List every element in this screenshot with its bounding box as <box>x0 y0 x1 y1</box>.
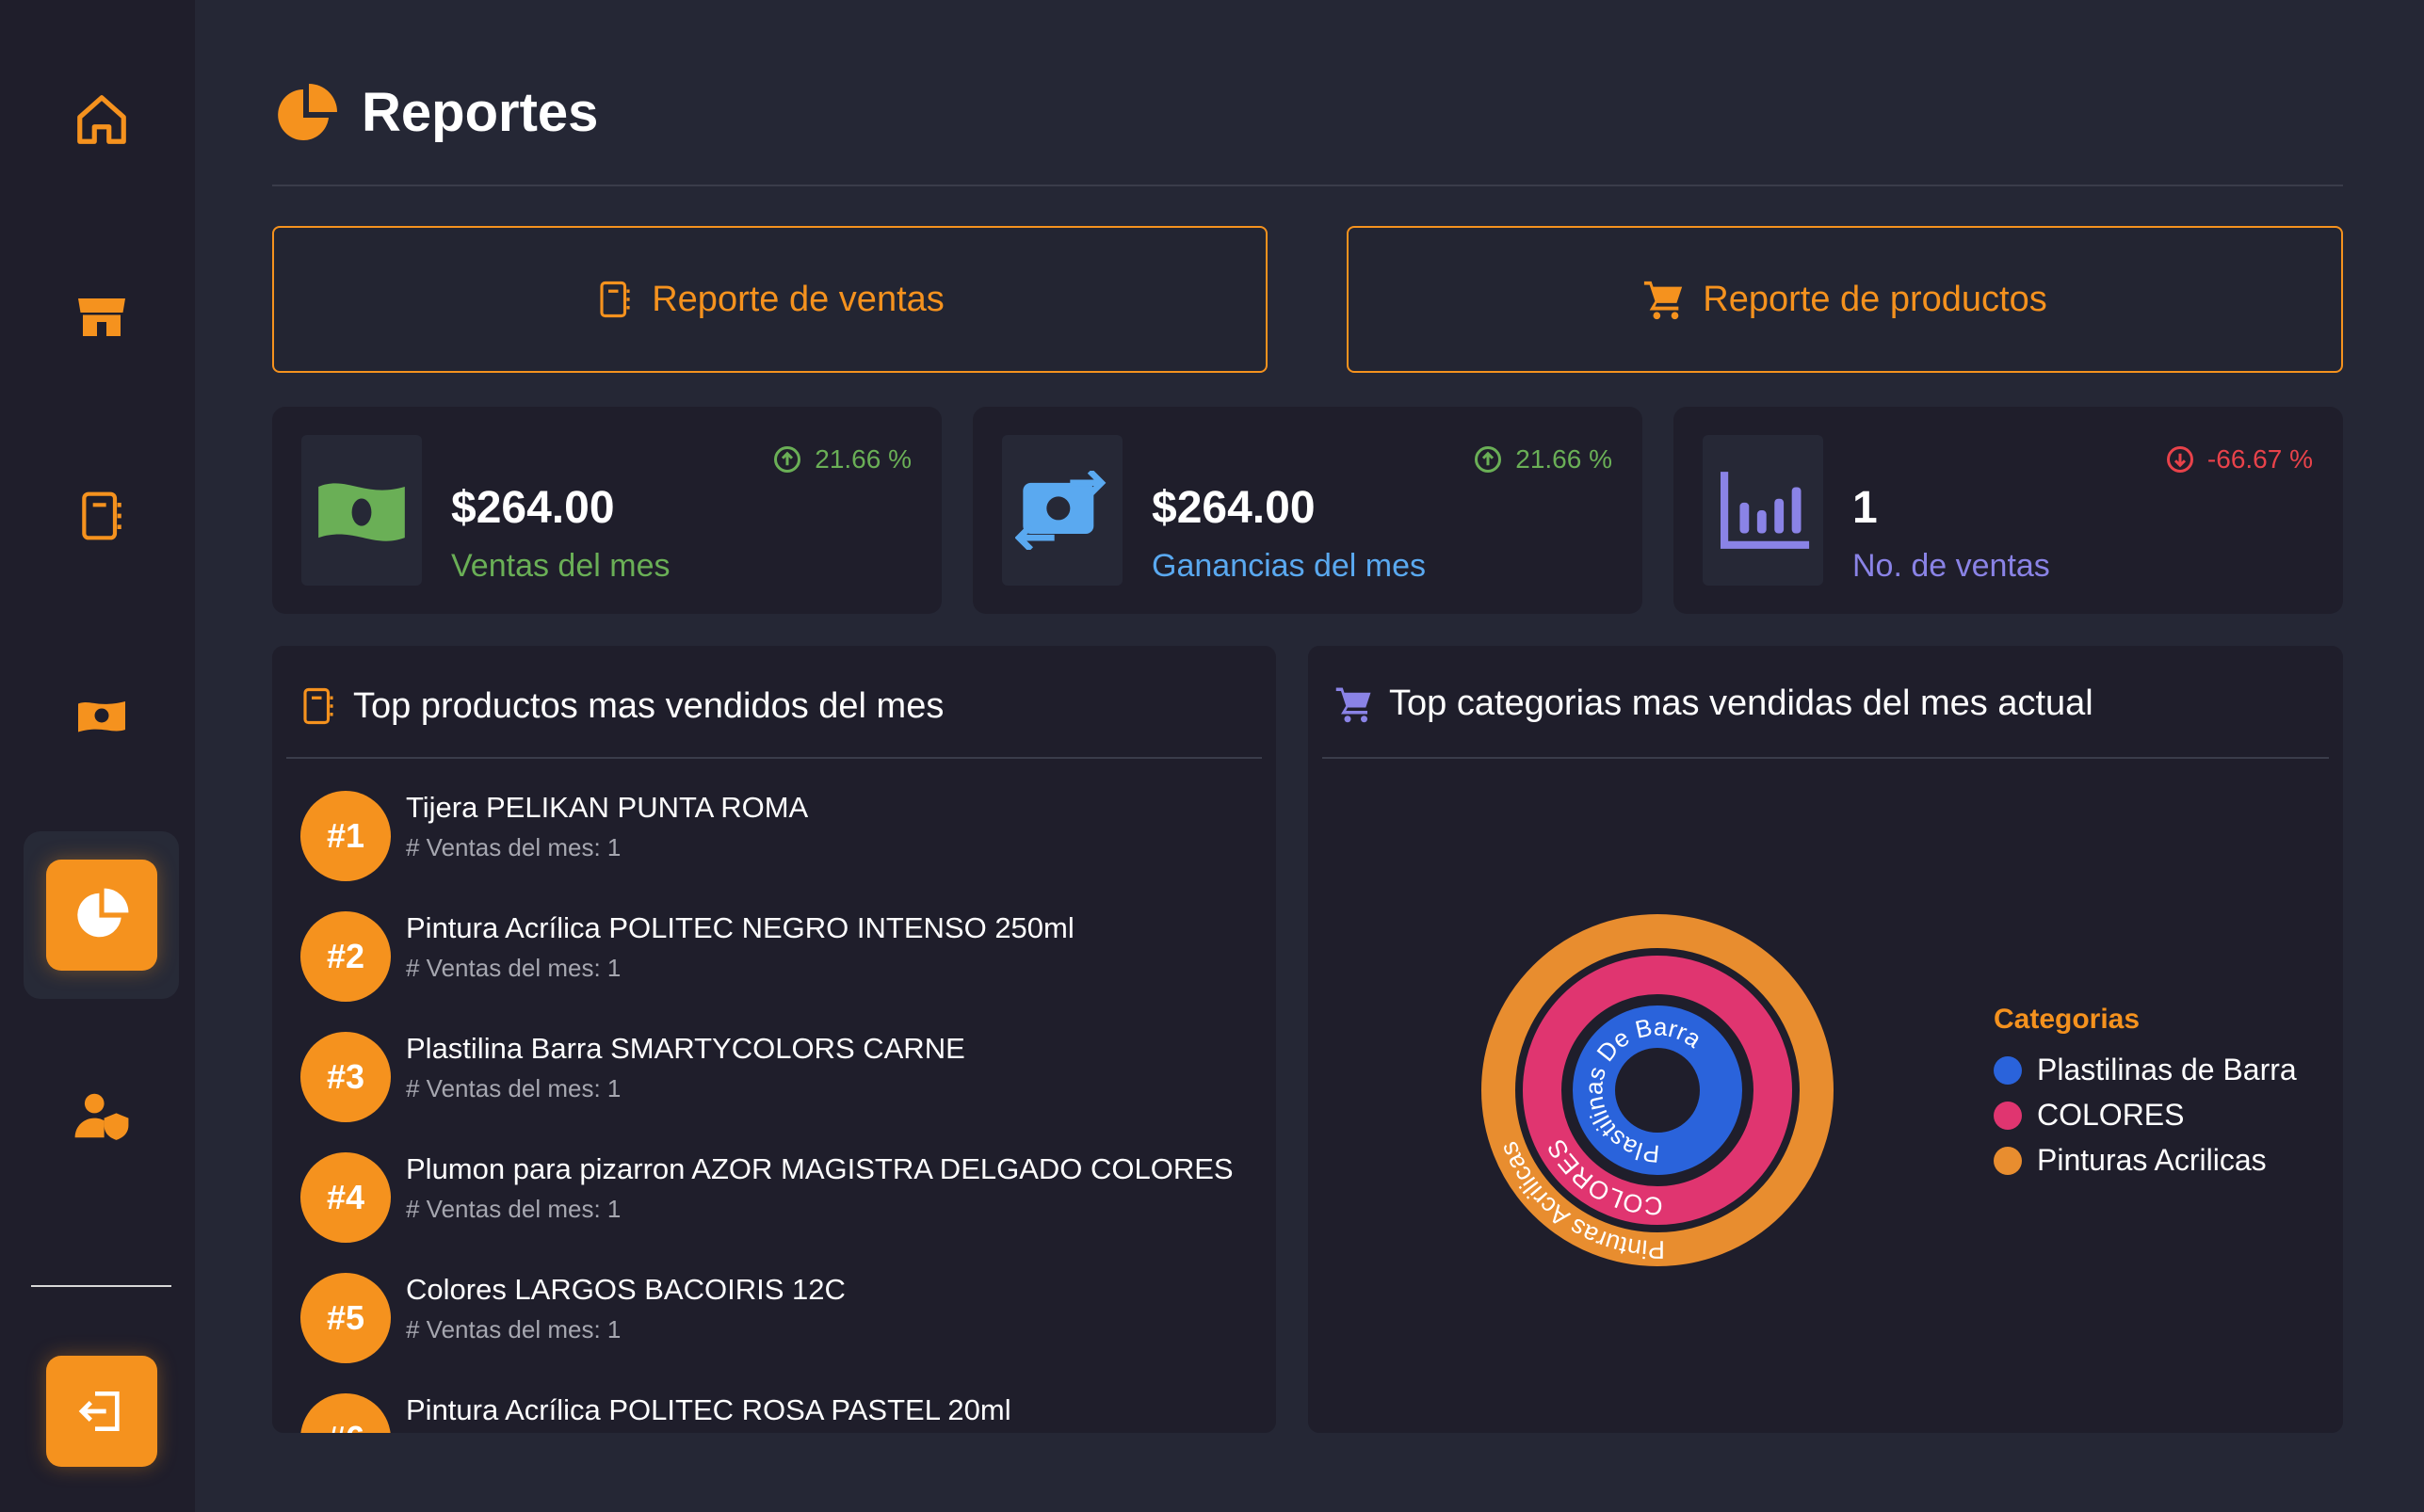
sidebar-item-store[interactable] <box>55 280 149 355</box>
sales-label: Ventas del mes <box>451 548 671 584</box>
money-icon <box>78 701 125 732</box>
arrow-up-circle-icon <box>774 446 801 473</box>
product-sales: # Ventas del mes: 1 <box>406 954 622 982</box>
money-bill-icon <box>318 483 405 541</box>
product-name: Plastilina Barra SMARTYCOLORS CARNE <box>406 1032 965 1065</box>
money-exchange-icon <box>1015 471 1107 550</box>
legend-item[interactable]: Plastilinas de Barra <box>1994 1053 2297 1087</box>
ring-1[interactable] <box>1523 956 1792 1225</box>
top-categories-title: Top categorias mas vendidas del mes actu… <box>1389 684 2093 723</box>
header-divider <box>272 185 2343 186</box>
legend-dot <box>1994 1055 2022 1085</box>
arrow-down-circle-icon <box>2166 446 2193 473</box>
products-report-button[interactable]: Reporte de productos <box>1347 226 2343 373</box>
rank-badge: #6 <box>300 1393 391 1433</box>
sidebar-item-sales[interactable] <box>55 678 149 753</box>
legend-dot <box>1994 1146 2022 1175</box>
stat-card-profit: 21.66 % $264.00 Ganancias del mes <box>973 407 1642 614</box>
user-shield-icon <box>74 1093 129 1140</box>
list-item[interactable]: #1 Tijera PELIKAN PUNTA ROMA # Ventas de… <box>300 791 1242 894</box>
rank-badge: #2 <box>300 911 391 1002</box>
sales-count-label: No. de ventas <box>1852 548 2050 584</box>
cart-icon <box>1335 687 1371 722</box>
profit-label: Ganancias del mes <box>1152 548 1427 584</box>
list-item[interactable]: #2 Pintura Acrílica POLITEC NEGRO INTENS… <box>300 911 1242 1015</box>
rank-badge: #3 <box>300 1032 391 1122</box>
product-name: Colores LARGOS BACOIRIS 12C <box>406 1273 846 1306</box>
sidebar-item-reports[interactable] <box>46 860 157 971</box>
ring-0[interactable] <box>1573 1005 1742 1175</box>
products-report-label: Reporte de productos <box>1703 279 2047 319</box>
reports-title-icon <box>278 84 337 140</box>
top-products-panel: Top productos mas vendidos del mes #1 Ti… <box>272 646 1276 1433</box>
top-products-title: Top productos mas vendidos del mes <box>353 685 945 726</box>
legend-label: COLORES <box>2037 1098 2185 1132</box>
bar-chart-icon <box>1721 472 1810 549</box>
list-item[interactable]: #4 Plumon para pizarron AZOR MAGISTRA DE… <box>300 1152 1242 1256</box>
ring-2[interactable] <box>1481 914 1834 1266</box>
legend-label: Pinturas Acrilicas <box>2037 1143 2267 1177</box>
sales-count-change: -66.67 % <box>2206 444 2313 474</box>
panel-divider <box>286 757 1262 759</box>
sales-value: $264.00 <box>451 483 615 533</box>
logout-icon <box>78 1391 120 1431</box>
store-icon <box>78 298 125 336</box>
panel-divider <box>1322 757 2329 759</box>
arrow-up-circle-icon <box>1475 446 1502 473</box>
stat-card-sales: 21.66 % $264.00 Ventas del mes <box>272 407 942 614</box>
logout-button[interactable] <box>46 1356 157 1467</box>
product-name: Plumon para pizarron AZOR MAGISTRA DELGA… <box>406 1152 1234 1185</box>
product-sales: # Ventas del mes: 1 <box>406 1315 622 1343</box>
stat-card-sales-count: -66.67 % 1 No. de ventas <box>1673 407 2343 614</box>
sidebar-item-home[interactable] <box>55 82 149 157</box>
notebook-icon <box>82 491 121 540</box>
sales-report-button[interactable]: Reporte de ventas <box>272 226 1268 373</box>
notebook-icon <box>303 687 333 725</box>
notebook-icon <box>600 281 630 318</box>
legend-item[interactable]: Pinturas Acrilicas <box>1994 1143 2267 1178</box>
page-title: Reportes <box>362 82 599 143</box>
list-item[interactable]: #5 Colores LARGOS BACOIRIS 12C # Ventas … <box>300 1273 1242 1376</box>
legend-title: Categorias <box>1994 1004 2141 1035</box>
rank-badge: #5 <box>300 1273 391 1363</box>
product-sales: # Ventas del mes: 1 <box>406 1195 622 1223</box>
legend-dot <box>1994 1101 2022 1130</box>
list-item[interactable]: #6 Pintura Acrílica POLITEC ROSA PASTEL … <box>300 1393 1242 1433</box>
product-sales: # Ventas del mes: 1 <box>406 1074 622 1102</box>
product-name: Pintura Acrílica POLITEC ROSA PASTEL 20m… <box>406 1393 1011 1426</box>
list-item[interactable]: #3 Plastilina Barra SMARTYCOLORS CARNE #… <box>300 1032 1242 1135</box>
legend-label: Plastilinas de Barra <box>2037 1053 2297 1086</box>
pie-chart-icon <box>77 888 129 938</box>
cart-icon <box>1644 281 1683 320</box>
sidebar-item-notebook[interactable] <box>55 478 149 554</box>
product-name: Pintura Acrílica POLITEC NEGRO INTENSO 2… <box>406 911 1075 944</box>
product-sales: # Ventas del mes: 1 <box>406 833 622 861</box>
home-icon <box>77 95 126 144</box>
sales-count-value: 1 <box>1852 483 1878 533</box>
rank-badge: #4 <box>300 1152 391 1243</box>
sales-report-label: Reporte de ventas <box>652 279 945 319</box>
rank-badge: #1 <box>300 791 391 881</box>
sales-change: 21.66 % <box>815 444 912 474</box>
profit-value: $264.00 <box>1152 483 1316 533</box>
sidebar-divider <box>31 1285 171 1287</box>
sidebar-item-users[interactable] <box>55 1078 149 1153</box>
profit-change: 21.66 % <box>1515 444 1612 474</box>
product-name: Tijera PELIKAN PUNTA ROMA <box>406 791 809 824</box>
legend-item[interactable]: COLORES <box>1994 1098 2184 1133</box>
sidebar <box>0 0 195 1512</box>
